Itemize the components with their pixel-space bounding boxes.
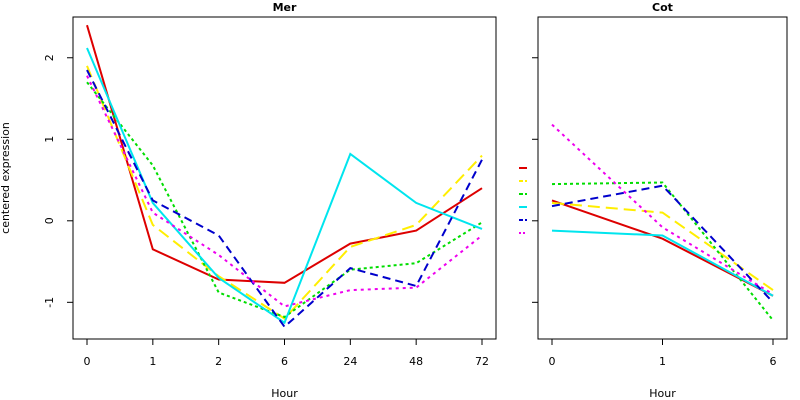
series-line	[551, 184, 774, 303]
series-line	[551, 181, 774, 321]
series-line	[551, 199, 774, 297]
y-tick-label: 0	[43, 217, 56, 224]
panel-cot: Cot Hour 0 1 6	[532, 1, 788, 400]
x-tick-label: 0	[549, 355, 556, 368]
x-tick-label: 6	[770, 355, 777, 368]
y-tick-label: 2	[43, 54, 56, 61]
series-line	[551, 201, 774, 291]
plot-frame	[537, 16, 788, 340]
panel-title: Cot	[652, 1, 673, 14]
y-axis-label: centered expression	[0, 122, 12, 234]
panel-title: Mer	[273, 1, 297, 14]
x-tick-label: 1	[149, 355, 156, 368]
x-tick-label: 2	[215, 355, 222, 368]
legend	[519, 167, 527, 234]
x-axis-label: Hour	[271, 387, 298, 400]
x-tick-label: 1	[659, 355, 666, 368]
x-tick-label: 24	[343, 355, 357, 368]
x-tick-label: 72	[475, 355, 489, 368]
series-line	[551, 229, 774, 297]
panel-mer: Mer Hour centered expression 0 1 2 6 24 48 72 -…	[0, 1, 497, 400]
y-tick-label: 1	[43, 136, 56, 143]
y-tick-label: -1	[43, 297, 56, 308]
series-line	[86, 65, 483, 320]
series-line	[86, 24, 483, 284]
x-axis-label: Hour	[649, 387, 676, 400]
series-line	[86, 81, 483, 319]
x-tick-label: 48	[409, 355, 423, 368]
x-tick-label: 6	[281, 355, 288, 368]
series-line	[86, 75, 483, 308]
series-line	[86, 69, 483, 329]
x-tick-label: 0	[84, 355, 91, 368]
series-line	[86, 47, 483, 325]
series-line	[551, 123, 774, 296]
